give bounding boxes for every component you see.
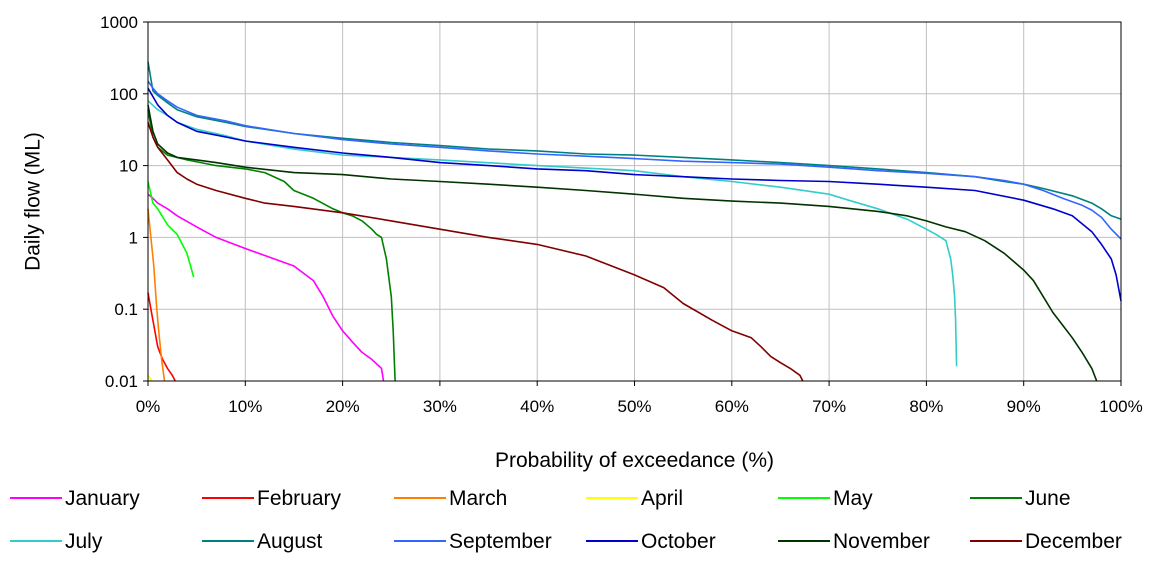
legend-label: March bbox=[449, 487, 507, 510]
x-tick-label: 30% bbox=[423, 397, 457, 416]
x-axis-ticks: 0% 10% 20% 30% 40% 50% 60% 70% 80% 90% 100% bbox=[136, 381, 1143, 416]
x-tick-label: 60% bbox=[715, 397, 749, 416]
legend-item-september: September bbox=[394, 530, 552, 553]
series-line-april bbox=[147, 374, 153, 382]
x-tick-label: 0% bbox=[136, 397, 161, 416]
y-axis-ticks: 0.01 0.1 1 10 100 1000 bbox=[100, 13, 148, 391]
x-tick-label: 20% bbox=[326, 397, 360, 416]
x-tick-label: 80% bbox=[909, 397, 943, 416]
y-tick-label: 1000 bbox=[100, 13, 138, 32]
series-line-october bbox=[147, 87, 1122, 302]
legend-label: June bbox=[1025, 487, 1071, 510]
legend-label: January bbox=[65, 487, 140, 510]
legend-item-july: July bbox=[10, 530, 103, 553]
legend-label: February bbox=[257, 487, 342, 510]
legend-item-october: October bbox=[586, 530, 716, 553]
y-tick-label: 1 bbox=[129, 228, 138, 247]
y-tick-label: 100 bbox=[110, 85, 138, 104]
legend-item-november: November bbox=[778, 530, 930, 553]
series-line-december bbox=[147, 122, 804, 382]
legend-label: December bbox=[1025, 530, 1122, 553]
legend-item-april: April bbox=[586, 487, 683, 510]
plot-grid bbox=[147, 21, 1122, 382]
x-tick-label: 40% bbox=[520, 397, 554, 416]
y-axis-title: Daily flow (ML) bbox=[22, 132, 45, 271]
legend-item-august: August bbox=[202, 530, 323, 553]
legend-item-march: March bbox=[394, 487, 507, 510]
x-tick-label: 50% bbox=[617, 397, 651, 416]
series-line-august bbox=[147, 61, 1122, 220]
legend-item-january: January bbox=[10, 487, 140, 510]
x-tick-label: 70% bbox=[812, 397, 846, 416]
series-line-november bbox=[147, 104, 1098, 382]
legend-item-june: June bbox=[970, 487, 1071, 510]
legend-item-december: December bbox=[970, 530, 1122, 553]
x-tick-label: 10% bbox=[228, 397, 262, 416]
series-line-may bbox=[147, 181, 195, 278]
legend-item-february: February bbox=[202, 487, 342, 510]
y-tick-label: 0.1 bbox=[114, 300, 138, 319]
x-axis-title: Probability of exceedance (%) bbox=[495, 449, 774, 472]
series-line-july bbox=[147, 100, 958, 367]
x-tick-label: 100% bbox=[1099, 397, 1142, 416]
y-tick-label: 0.01 bbox=[105, 372, 138, 391]
series-line-february bbox=[147, 292, 176, 382]
legend-label: May bbox=[833, 487, 873, 510]
series-line-march bbox=[147, 208, 166, 382]
legend-label: August bbox=[257, 530, 323, 553]
legend-label: November bbox=[833, 530, 930, 553]
series-line-january bbox=[147, 193, 385, 382]
legend-label: October bbox=[641, 530, 716, 553]
legend-item-may: May bbox=[778, 487, 873, 510]
x-tick-label: 90% bbox=[1007, 397, 1041, 416]
series-line-september bbox=[147, 80, 1122, 240]
legend-label: April bbox=[641, 487, 683, 510]
legend-label: September bbox=[449, 530, 552, 553]
y-tick-label: 10 bbox=[119, 157, 138, 176]
series-line-june bbox=[147, 109, 396, 382]
legend-label: July bbox=[65, 530, 103, 553]
chart-legend: January February March April May June July Augu… bbox=[10, 487, 1122, 553]
plot-series-lines bbox=[147, 61, 1122, 382]
